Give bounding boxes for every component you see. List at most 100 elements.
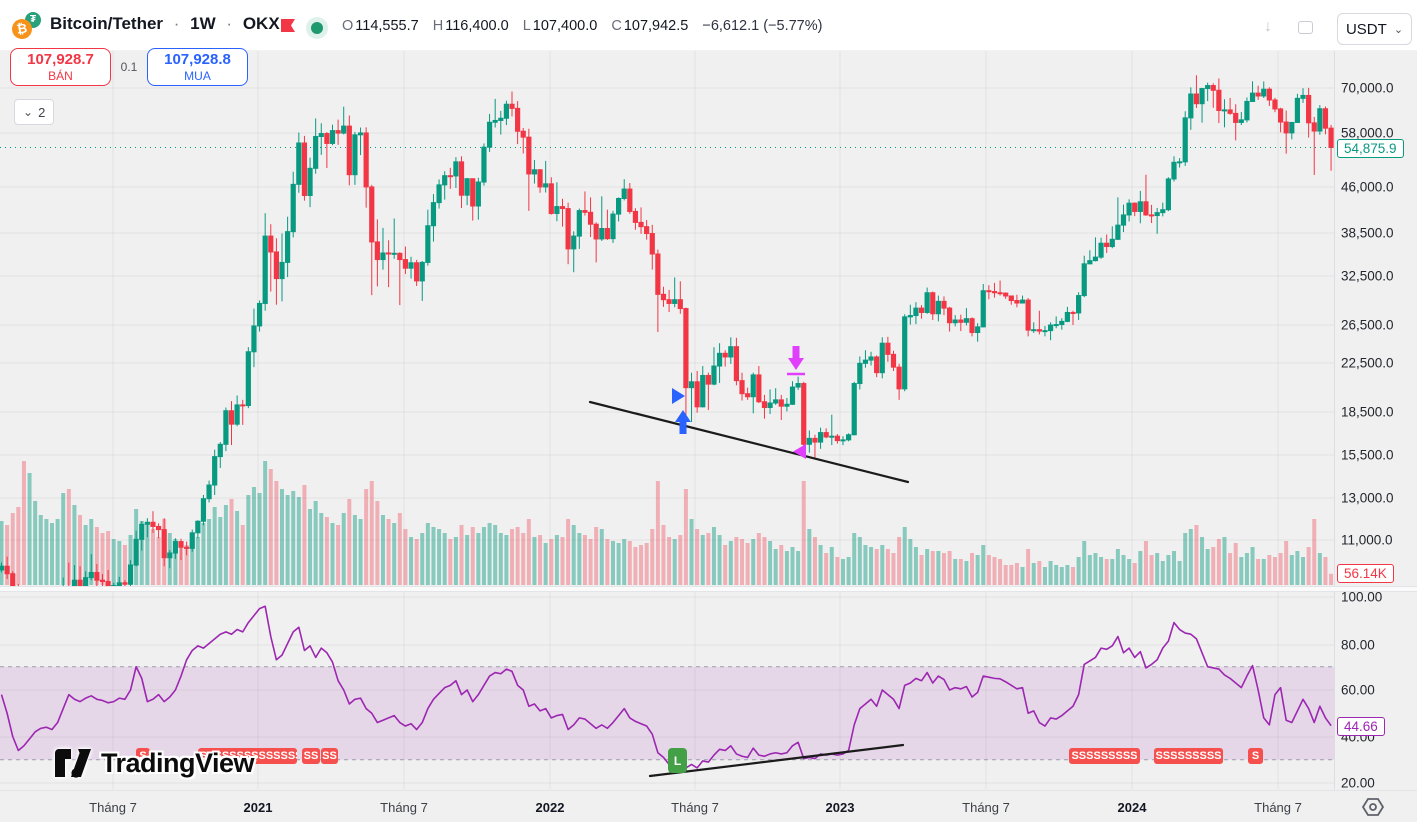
- arrow-up-marker[interactable]: [675, 410, 691, 434]
- sell-signal-badge[interactable]: SSSSSSSSS: [1154, 748, 1223, 764]
- time-axis-label: Tháng 7: [89, 800, 137, 815]
- volume-bar: [1323, 557, 1328, 585]
- trendline-drawing[interactable]: [588, 400, 910, 484]
- volume-bar: [992, 557, 997, 585]
- candlestick: [414, 262, 420, 282]
- download-icon[interactable]: ↓: [1264, 18, 1272, 35]
- rsi-axis-label: 60.00: [1341, 682, 1375, 698]
- volume-bar: [891, 553, 896, 585]
- sell-signal-badge[interactable]: SS: [302, 748, 320, 764]
- candlestick: [672, 299, 678, 304]
- candlestick: [627, 188, 633, 212]
- currency-dropdown[interactable]: USDT ⌄: [1337, 13, 1412, 45]
- candlestick: [408, 262, 414, 269]
- candlestick: [10, 573, 16, 586]
- volume-bar: [599, 529, 604, 585]
- sell-signal-badge[interactable]: S: [136, 748, 150, 764]
- timezone-settings-icon[interactable]: [1360, 795, 1386, 819]
- volume-bar: [908, 539, 913, 585]
- symbol-name[interactable]: Bitcoin/Tether: [50, 14, 164, 33]
- candlestick: [1047, 324, 1054, 332]
- buy-signal-badge[interactable]: L: [668, 748, 687, 773]
- volume-bar: [1155, 553, 1160, 585]
- price-axis-label: 18,500.0: [1341, 404, 1394, 420]
- arrow-down-marker[interactable]: [788, 346, 804, 370]
- candlestick: [1064, 311, 1071, 322]
- candlestick: [122, 582, 128, 585]
- price-axis-separator[interactable]: [1334, 0, 1335, 822]
- rsi-pane[interactable]: [0, 605, 1334, 778]
- tri-left-marker[interactable]: [793, 444, 806, 459]
- interval-label[interactable]: 1W: [190, 14, 216, 33]
- candlestick: [1177, 161, 1183, 164]
- tradingview-watermark[interactable]: TradingView: [55, 748, 255, 779]
- volume-bar: [49, 523, 54, 585]
- candlestick: [1216, 89, 1222, 111]
- candlestick: [492, 119, 498, 123]
- volume-bar: [1295, 551, 1300, 585]
- candlestick: [296, 142, 302, 185]
- flag-icon[interactable]: [281, 19, 297, 32]
- rsi-gridlines: [0, 591, 1334, 789]
- candlestick: [632, 210, 639, 223]
- candlestick: [543, 183, 549, 188]
- volume-bar: [128, 535, 133, 585]
- candlestick: [1098, 242, 1104, 258]
- volume-bar: [1037, 561, 1042, 585]
- indicators-collapse-button[interactable]: ⌄ 2: [14, 99, 55, 125]
- volume-bar: [700, 535, 705, 585]
- candlestick: [918, 307, 925, 313]
- volume-bar: [83, 525, 88, 585]
- sell-button[interactable]: 107,928.7 BÁN: [10, 48, 111, 86]
- volume-bar: [414, 539, 419, 585]
- candlestick: [649, 233, 655, 255]
- last-price-badge: 54,875.9: [1337, 139, 1404, 158]
- candlestick: [301, 142, 308, 196]
- candlestick: [520, 130, 526, 138]
- symbol-pair-logo-icon[interactable]: ₮ ₿: [10, 11, 44, 41]
- volume-bar: [397, 513, 402, 585]
- sell-signal-badge[interactable]: SS: [321, 748, 338, 764]
- candlestick: [1171, 161, 1177, 180]
- candlestick: [784, 403, 790, 407]
- time-axis-label: Tháng 7: [380, 800, 428, 815]
- candlestick: [1210, 85, 1216, 91]
- exchange-label[interactable]: OKX: [242, 14, 280, 33]
- sell-signal-badge[interactable]: SSSSSSSSS: [1069, 748, 1140, 764]
- tri-right-marker[interactable]: [672, 388, 685, 404]
- volume-bar: [324, 517, 329, 585]
- volume-bar: [723, 545, 728, 585]
- candlestick: [442, 175, 448, 186]
- buy-button[interactable]: 107,928.8 MUA: [147, 48, 248, 86]
- symbol-title[interactable]: Bitcoin/Tether · 1W · OKX: [50, 14, 280, 33]
- snapshot-icon[interactable]: [1298, 21, 1313, 34]
- candlestick: [1266, 88, 1272, 101]
- rsi-axis-label: 100.00: [1341, 589, 1383, 605]
- sell-signal-badge[interactable]: S: [1248, 748, 1263, 764]
- candlestick: [975, 326, 981, 334]
- rsi-line[interactable]: [0, 605, 1332, 769]
- trendline-drawing[interactable]: [648, 743, 905, 778]
- volume-bar: [947, 551, 952, 585]
- volume-bar: [1194, 525, 1199, 585]
- time-axis[interactable]: Tháng 7 2021 Tháng 7 2022 Tháng 7 2023 Tháng 7…: [0, 790, 1417, 822]
- pane-resize-handle[interactable]: [0, 586, 1417, 592]
- volume-bar: [1256, 559, 1261, 585]
- volume-bar: [784, 551, 789, 585]
- volume-bar: [874, 549, 879, 585]
- candlestick: [980, 290, 986, 328]
- candlestick: [688, 381, 695, 389]
- candlestick: [1154, 212, 1160, 217]
- volume-bar: [55, 519, 60, 585]
- volume-bar: [106, 531, 111, 585]
- volume-bar: [510, 529, 515, 585]
- candlestick: [234, 404, 240, 425]
- volume-bar: [1031, 563, 1036, 585]
- price-pane[interactable]: [0, 75, 1334, 797]
- candlestick: [167, 552, 173, 559]
- market-status-dot-icon[interactable]: [311, 22, 323, 34]
- candlestick: [425, 225, 431, 263]
- candlestick: [666, 299, 672, 304]
